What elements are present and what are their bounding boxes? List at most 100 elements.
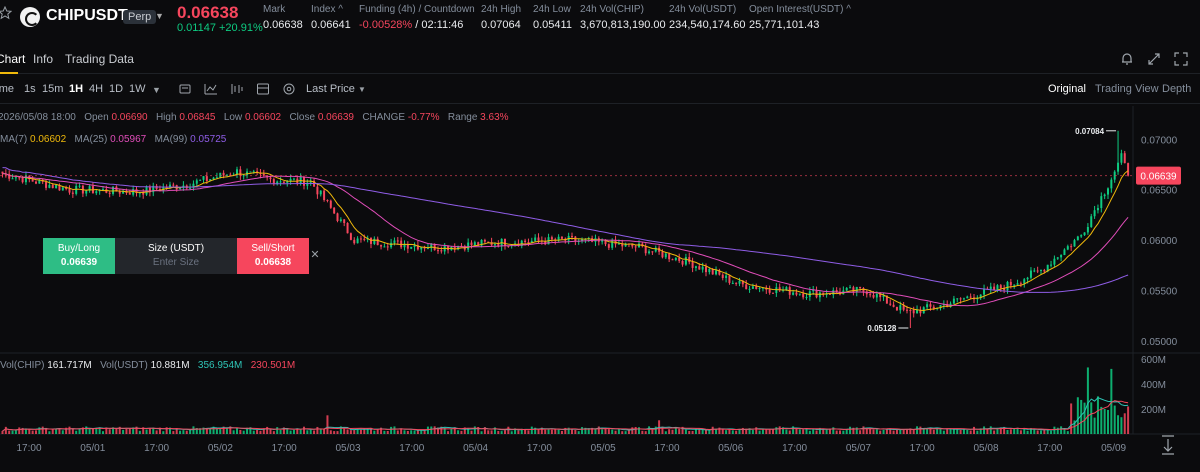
volume-bar [256,429,259,434]
volume-bar [909,428,912,434]
expand-icon[interactable] [1147,52,1161,66]
candle-body [286,181,289,183]
stat-index[interactable]: Index ^ 0.06641 [311,4,351,31]
candle-body [735,282,738,284]
candle-body [530,240,533,243]
volume-tick-label: 400M [1141,380,1166,391]
scroll-to-latest-icon[interactable] [1162,435,1174,455]
volume-bar [209,428,212,434]
volume-bar [728,429,731,434]
indicator-icon[interactable] [204,82,218,96]
interval-1d[interactable]: 1D [109,83,124,95]
candle-body [1009,281,1012,286]
drawing-tools-icon[interactable] [230,82,244,96]
candle-body [681,260,684,265]
volume-bar [28,428,31,434]
candle-type-icon[interactable] [178,82,192,96]
volume-bar [882,429,885,434]
volume-bar [855,427,858,434]
interval-1w[interactable]: 1W [129,83,146,95]
candle-body [269,177,272,180]
view-trading-view[interactable]: Trading View [1095,83,1159,95]
candle-body [527,242,530,244]
volume-bar [108,429,111,434]
tab-trading-data[interactable]: Trading Data [65,52,134,66]
candle-body [58,184,61,191]
tab-info[interactable]: Info [33,52,54,66]
volume-bar [577,431,580,434]
volume-bar [510,431,513,434]
volume-bar [162,431,165,434]
view-depth[interactable]: Depth [1162,83,1192,95]
volume-bar [356,429,359,434]
symbol-dropdown-icon[interactable]: ▼ [155,11,164,21]
interval-4h[interactable]: 4H [89,83,104,95]
sell-short-button[interactable]: Sell/Short 0.06638 [237,238,309,274]
settings-icon[interactable] [282,82,296,96]
volume-bar [986,429,989,434]
volume-bar [14,430,17,434]
interval-15m[interactable]: 15m [42,83,64,95]
tab-chart[interactable]: Chart [0,52,26,66]
candle-body [18,177,21,179]
volume-bar [504,430,506,434]
volume-bar [815,430,818,434]
candlestick-chart[interactable]: 0.07000 0.06500 0.06000 0.05500 0.05000 600M 4… [0,106,1200,472]
volume-bar [916,426,919,434]
volume-bar [956,428,959,434]
candle-body [386,246,389,248]
candle-body [410,246,413,249]
chart-area[interactable]: 0.07000 0.06500 0.06000 0.05500 0.05000 600M 4… [0,106,1200,472]
candle-body [755,286,758,289]
candle-body [869,294,872,296]
price-type-select[interactable]: Last Price ▼ [306,83,366,95]
buy-long-button[interactable]: Buy/Long 0.06639 [43,238,115,274]
candle-body [946,303,949,308]
candle-body [21,177,24,183]
candle-body [1060,255,1063,258]
volume-bar [443,427,446,434]
layout-icon[interactable] [256,82,270,96]
fullscreen-icon[interactable] [1174,52,1188,66]
close-order-widget-icon[interactable]: ✕ [310,249,320,261]
size-input[interactable]: Size (USDT) Enter Size [115,238,237,274]
candle-body [1113,171,1116,180]
candle-body [741,280,744,285]
candle-body [192,183,195,188]
volume-bar [691,430,694,434]
candle-body [939,305,942,308]
volume-bar [460,430,463,434]
candle-body [932,306,935,309]
candle-body [728,275,731,283]
candle-body [252,171,255,173]
interval-1h[interactable]: 1H [69,83,84,95]
view-original[interactable]: Original [1048,83,1086,95]
stat-funding: Funding (4h) / Countdown -0.00528% / 02:1… [359,4,475,31]
interval-time[interactable]: Time [0,83,15,95]
volume-bar [574,429,577,434]
symbol-name[interactable]: CHIPUSDT [46,7,128,24]
stat-open-interest[interactable]: Open Interest(USDT) ^ 25,771,101.43 [749,4,851,31]
volume-bar [118,426,121,434]
time-tick-label: 05/01 [80,443,105,454]
volume-bar [999,427,1002,434]
volume-bar [259,430,262,434]
candle-body [956,298,959,300]
interval-more-chevron-icon[interactable]: ▼ [152,85,161,95]
volume-bar [393,426,396,434]
volume-bar [500,431,503,434]
candle-body [909,310,912,312]
candle-body [678,257,681,261]
candle-body [142,192,145,195]
stat-24h-high: 24h High 0.07064 [481,4,522,31]
favorite-star-icon[interactable] [0,6,12,20]
candle-body [859,286,862,289]
time-tick-label: 05/06 [718,443,743,454]
volume-bar [155,430,158,434]
price-alert-bell-icon[interactable] [1120,52,1134,66]
interval-1s[interactable]: 1s [24,83,36,95]
candle-body [219,172,222,178]
volume-bar [825,428,828,434]
volume-bar [705,429,707,434]
candle-body [617,243,620,245]
